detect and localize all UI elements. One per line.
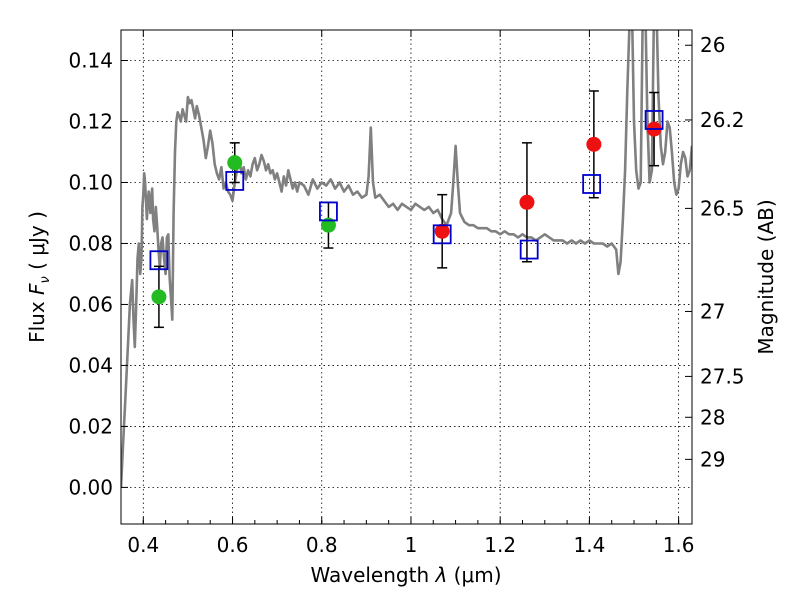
observed-point [151,289,167,305]
y-tick-label: 0.06 [68,292,113,316]
magnitude-tick-label: 27 [700,299,725,323]
y-axis-title: Flux Fν ( μJy ) [25,211,53,343]
magnitude-tick-label: 29 [700,447,725,471]
y-tick-label: 0.10 [68,170,113,194]
x-tick-label: 0.8 [306,533,338,557]
y2-axis-title: Magnitude (AB) [754,199,778,354]
grid [121,30,692,524]
model-photometry-point [319,201,338,222]
observed-point [320,217,336,233]
error-bars [153,90,660,329]
data-points [149,110,664,305]
observed-point [519,194,535,210]
observed-point [227,155,243,171]
model-spectrum-line [121,30,692,488]
x-axis-title: Wavelength λ (μm) [310,563,501,587]
magnitude-tick-label: 26 [700,33,725,57]
y-tick-label: 0.02 [68,414,113,438]
x-tick-label: 0.6 [217,533,249,557]
y-tick-label: 0.00 [68,475,113,499]
x-tick-label: 0.4 [127,533,159,557]
x-tick-label: 1 [405,533,418,557]
plot-frame [120,29,693,525]
y-tick-label: 0.04 [68,353,113,377]
model-photometry-point [582,174,602,194]
y-tick-label: 0.08 [68,231,113,255]
y-tick-label: 0.14 [68,48,113,72]
model-photometry-point [149,250,169,271]
x-tick-label: 1.6 [663,533,695,557]
magnitude-tick-label: 28 [700,405,725,429]
y-tick-label: 0.12 [68,109,113,133]
model-photometry-point [432,224,452,245]
model-photometry-point [644,110,664,130]
model-spectrum [121,30,692,488]
axis-ticks: 0.4 0.6 0.8 1 1.2 1.4 1.6 0.00 0.02 0.04 0.06 0.08 0… [68,30,745,557]
x-tick-label: 1.2 [484,533,516,557]
magnitude-tick-label: 27.5 [700,364,745,388]
magnitude-tick-label: 26.2 [700,108,745,132]
x-tick-label: 1.4 [573,533,605,557]
model-photometry-point [225,171,245,191]
magnitude-tick-label: 26.5 [700,196,745,220]
observed-point [586,136,602,152]
observed-point [434,223,450,239]
model-photometry-point [519,239,539,260]
